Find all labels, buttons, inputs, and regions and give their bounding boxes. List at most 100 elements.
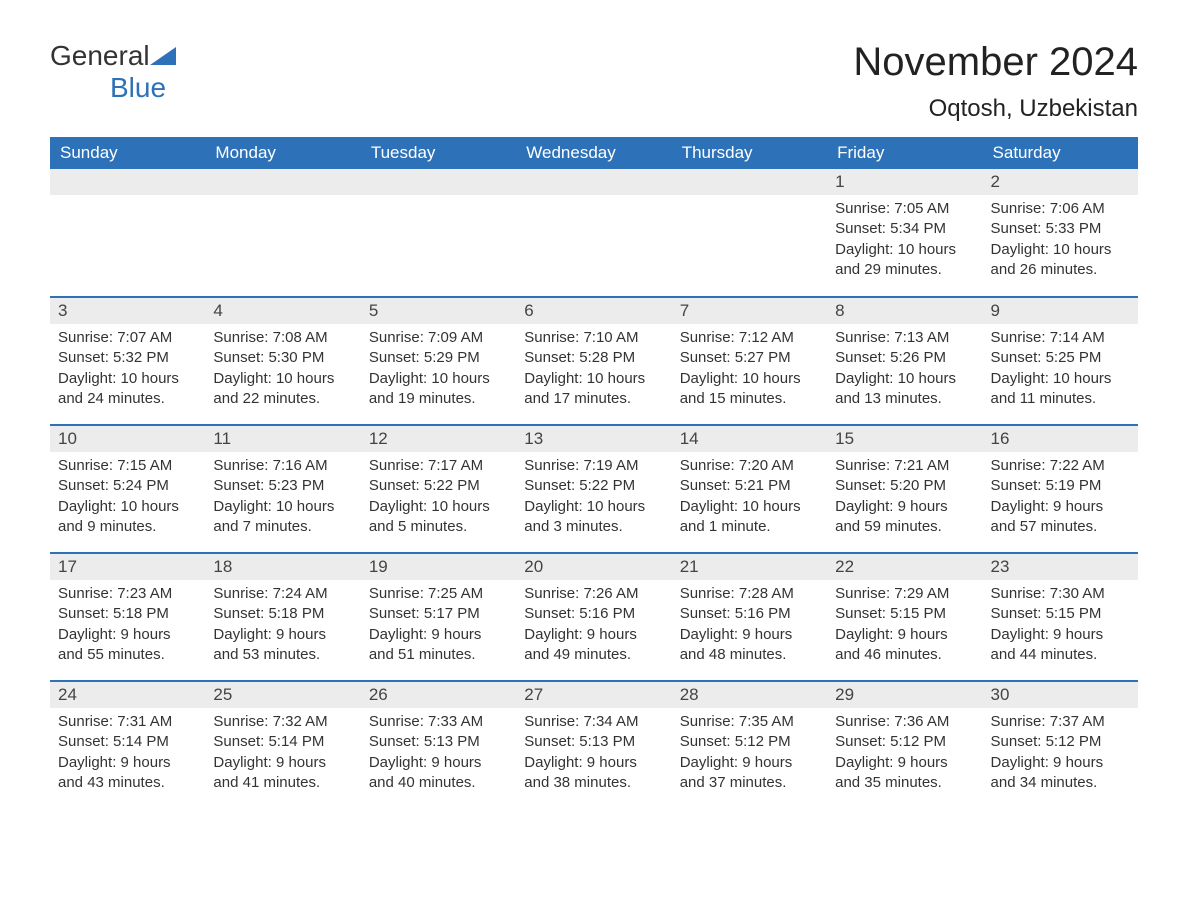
day-data: Sunrise: 7:28 AMSunset: 5:16 PMDaylight:…	[672, 580, 827, 673]
day-number: 13	[516, 426, 671, 452]
calendar-table: Sunday Monday Tuesday Wednesday Thursday…	[50, 137, 1138, 809]
day-number: 4	[205, 298, 360, 324]
calendar-cell: 25Sunrise: 7:32 AMSunset: 5:14 PMDayligh…	[205, 681, 360, 809]
calendar-cell	[50, 169, 205, 297]
calendar-week-row: 17Sunrise: 7:23 AMSunset: 5:18 PMDayligh…	[50, 553, 1138, 681]
calendar-cell: 27Sunrise: 7:34 AMSunset: 5:13 PMDayligh…	[516, 681, 671, 809]
calendar-cell: 10Sunrise: 7:15 AMSunset: 5:24 PMDayligh…	[50, 425, 205, 553]
day-data: Sunrise: 7:21 AMSunset: 5:20 PMDaylight:…	[827, 452, 982, 545]
calendar-cell: 28Sunrise: 7:35 AMSunset: 5:12 PMDayligh…	[672, 681, 827, 809]
calendar-cell: 3Sunrise: 7:07 AMSunset: 5:32 PMDaylight…	[50, 297, 205, 425]
day-data: Sunrise: 7:08 AMSunset: 5:30 PMDaylight:…	[205, 324, 360, 417]
calendar-cell: 20Sunrise: 7:26 AMSunset: 5:16 PMDayligh…	[516, 553, 671, 681]
day-number: 19	[361, 554, 516, 580]
day-data: Sunrise: 7:16 AMSunset: 5:23 PMDaylight:…	[205, 452, 360, 545]
day-number: 24	[50, 682, 205, 708]
day-data: Sunrise: 7:29 AMSunset: 5:15 PMDaylight:…	[827, 580, 982, 673]
day-data: Sunrise: 7:34 AMSunset: 5:13 PMDaylight:…	[516, 708, 671, 801]
weekday-header: Monday	[205, 137, 360, 169]
day-number: 6	[516, 298, 671, 324]
weekday-header: Friday	[827, 137, 982, 169]
day-data: Sunrise: 7:22 AMSunset: 5:19 PMDaylight:…	[983, 452, 1138, 545]
calendar-cell: 26Sunrise: 7:33 AMSunset: 5:13 PMDayligh…	[361, 681, 516, 809]
day-number: 25	[205, 682, 360, 708]
calendar-cell: 29Sunrise: 7:36 AMSunset: 5:12 PMDayligh…	[827, 681, 982, 809]
day-number: 23	[983, 554, 1138, 580]
day-data: Sunrise: 7:09 AMSunset: 5:29 PMDaylight:…	[361, 324, 516, 417]
day-data: Sunrise: 7:37 AMSunset: 5:12 PMDaylight:…	[983, 708, 1138, 801]
calendar-week-row: 10Sunrise: 7:15 AMSunset: 5:24 PMDayligh…	[50, 425, 1138, 553]
day-number: 22	[827, 554, 982, 580]
calendar-cell: 6Sunrise: 7:10 AMSunset: 5:28 PMDaylight…	[516, 297, 671, 425]
day-number: 8	[827, 298, 982, 324]
calendar-cell	[361, 169, 516, 297]
day-number: 18	[205, 554, 360, 580]
calendar-cell: 7Sunrise: 7:12 AMSunset: 5:27 PMDaylight…	[672, 297, 827, 425]
day-data: Sunrise: 7:23 AMSunset: 5:18 PMDaylight:…	[50, 580, 205, 673]
day-data: Sunrise: 7:32 AMSunset: 5:14 PMDaylight:…	[205, 708, 360, 801]
calendar-cell: 12Sunrise: 7:17 AMSunset: 5:22 PMDayligh…	[361, 425, 516, 553]
day-number: 29	[827, 682, 982, 708]
day-data: Sunrise: 7:13 AMSunset: 5:26 PMDaylight:…	[827, 324, 982, 417]
calendar-week-row: 24Sunrise: 7:31 AMSunset: 5:14 PMDayligh…	[50, 681, 1138, 809]
weekday-header: Tuesday	[361, 137, 516, 169]
day-number: 12	[361, 426, 516, 452]
day-number: 30	[983, 682, 1138, 708]
day-data: Sunrise: 7:36 AMSunset: 5:12 PMDaylight:…	[827, 708, 982, 801]
day-data: Sunrise: 7:12 AMSunset: 5:27 PMDaylight:…	[672, 324, 827, 417]
calendar-cell: 4Sunrise: 7:08 AMSunset: 5:30 PMDaylight…	[205, 297, 360, 425]
day-data: Sunrise: 7:20 AMSunset: 5:21 PMDaylight:…	[672, 452, 827, 545]
weekday-header: Saturday	[983, 137, 1138, 169]
calendar-cell: 16Sunrise: 7:22 AMSunset: 5:19 PMDayligh…	[983, 425, 1138, 553]
day-data: Sunrise: 7:14 AMSunset: 5:25 PMDaylight:…	[983, 324, 1138, 417]
calendar-cell: 18Sunrise: 7:24 AMSunset: 5:18 PMDayligh…	[205, 553, 360, 681]
day-number: 1	[827, 169, 982, 195]
brand-part1: General	[50, 40, 150, 71]
calendar-cell: 14Sunrise: 7:20 AMSunset: 5:21 PMDayligh…	[672, 425, 827, 553]
day-number: 21	[672, 554, 827, 580]
calendar-cell	[672, 169, 827, 297]
day-data: Sunrise: 7:06 AMSunset: 5:33 PMDaylight:…	[983, 195, 1138, 288]
day-number: 17	[50, 554, 205, 580]
calendar-cell: 11Sunrise: 7:16 AMSunset: 5:23 PMDayligh…	[205, 425, 360, 553]
day-number: 10	[50, 426, 205, 452]
day-number: 20	[516, 554, 671, 580]
calendar-cell: 22Sunrise: 7:29 AMSunset: 5:15 PMDayligh…	[827, 553, 982, 681]
brand-part2: Blue	[110, 72, 166, 103]
calendar-cell: 1Sunrise: 7:05 AMSunset: 5:34 PMDaylight…	[827, 169, 982, 297]
calendar-cell: 24Sunrise: 7:31 AMSunset: 5:14 PMDayligh…	[50, 681, 205, 809]
day-number: 14	[672, 426, 827, 452]
day-number: 28	[672, 682, 827, 708]
calendar-week-row: 3Sunrise: 7:07 AMSunset: 5:32 PMDaylight…	[50, 297, 1138, 425]
weekday-header-row: Sunday Monday Tuesday Wednesday Thursday…	[50, 137, 1138, 169]
day-number: 27	[516, 682, 671, 708]
calendar-cell: 8Sunrise: 7:13 AMSunset: 5:26 PMDaylight…	[827, 297, 982, 425]
day-data: Sunrise: 7:07 AMSunset: 5:32 PMDaylight:…	[50, 324, 205, 417]
day-number: 5	[361, 298, 516, 324]
day-number: 7	[672, 298, 827, 324]
calendar-cell: 23Sunrise: 7:30 AMSunset: 5:15 PMDayligh…	[983, 553, 1138, 681]
calendar-cell: 5Sunrise: 7:09 AMSunset: 5:29 PMDaylight…	[361, 297, 516, 425]
day-number: 26	[361, 682, 516, 708]
day-number: 9	[983, 298, 1138, 324]
calendar-cell: 2Sunrise: 7:06 AMSunset: 5:33 PMDaylight…	[983, 169, 1138, 297]
day-data: Sunrise: 7:17 AMSunset: 5:22 PMDaylight:…	[361, 452, 516, 545]
day-data: Sunrise: 7:25 AMSunset: 5:17 PMDaylight:…	[361, 580, 516, 673]
calendar-cell: 17Sunrise: 7:23 AMSunset: 5:18 PMDayligh…	[50, 553, 205, 681]
location-label: Oqtosh, Uzbekistan	[853, 95, 1138, 123]
day-data: Sunrise: 7:33 AMSunset: 5:13 PMDaylight:…	[361, 708, 516, 801]
weekday-header: Wednesday	[516, 137, 671, 169]
day-data: Sunrise: 7:35 AMSunset: 5:12 PMDaylight:…	[672, 708, 827, 801]
weekday-header: Sunday	[50, 137, 205, 169]
day-number: 15	[827, 426, 982, 452]
day-number: 2	[983, 169, 1138, 195]
calendar-week-row: 1Sunrise: 7:05 AMSunset: 5:34 PMDaylight…	[50, 169, 1138, 297]
day-number: 11	[205, 426, 360, 452]
calendar-cell: 9Sunrise: 7:14 AMSunset: 5:25 PMDaylight…	[983, 297, 1138, 425]
day-data: Sunrise: 7:30 AMSunset: 5:15 PMDaylight:…	[983, 580, 1138, 673]
logo-triangle-icon	[150, 47, 176, 65]
day-data: Sunrise: 7:15 AMSunset: 5:24 PMDaylight:…	[50, 452, 205, 545]
weekday-header: Thursday	[672, 137, 827, 169]
day-data: Sunrise: 7:26 AMSunset: 5:16 PMDaylight:…	[516, 580, 671, 673]
month-title: November 2024	[853, 40, 1138, 85]
